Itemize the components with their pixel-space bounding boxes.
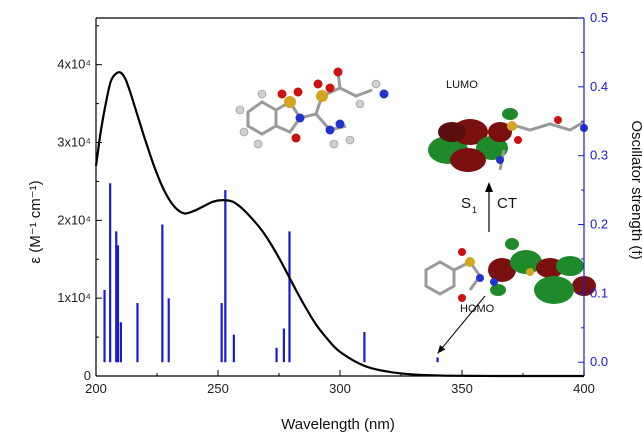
homo-leader-arrow-head — [437, 345, 446, 354]
y-axis-title: ε (M⁻¹ cm⁻¹) — [27, 180, 44, 263]
y-tick-label: 2x10⁴ — [57, 212, 91, 227]
y-tick-label: 1x10⁴ — [57, 290, 91, 305]
y-tick-label: 4x10⁴ — [57, 57, 91, 72]
x-tick-label: 250 — [207, 381, 229, 396]
y-right-ticks: 0.0 0.1 0.2 0.3 0.4 0.5 — [578, 10, 608, 369]
sulfur-atom — [316, 90, 328, 102]
s1-label: S — [461, 195, 471, 212]
ct-arrow-head — [485, 182, 493, 192]
y-right-tick-label: 0.5 — [590, 10, 608, 25]
x-tick-label: 300 — [329, 381, 351, 396]
homo-orbital-picture — [424, 238, 596, 304]
y-right-tick-label: 0.2 — [590, 217, 608, 232]
y-right-tick-label: 0.4 — [590, 79, 608, 94]
molecule-structure-picture — [235, 67, 389, 149]
y-right-tick-label: 0.0 — [590, 354, 608, 369]
absorption-curve — [94, 71, 584, 378]
x-tick-label: 350 — [451, 381, 473, 396]
x-tick-label: 400 — [573, 381, 595, 396]
y-right-axis-title: Oscillator strength (f) — [628, 120, 642, 259]
homo-label: HOMO — [460, 303, 495, 315]
y-right-tick-label: 0.1 — [590, 285, 608, 300]
x-ticks: 200 250 300 350 400 — [85, 370, 595, 396]
s1-subscript: 1 — [472, 205, 477, 215]
sulfur-atom — [284, 96, 296, 108]
x-axis-title: Wavelength (nm) — [281, 416, 395, 432]
x-tick-label: 200 — [85, 381, 107, 396]
axes — [95, 17, 585, 377]
y-tick-label: 3x10⁴ — [57, 135, 91, 150]
oscillator-sticks — [103, 183, 439, 363]
lumo-label: LUMO — [446, 79, 478, 91]
y-ticks: 0 1x10⁴ 2x10⁴ 3x10⁴ 4x10⁴ — [57, 25, 102, 383]
ct-label: CT — [497, 195, 517, 212]
homo-leader-line — [437, 295, 486, 354]
y-right-tick-label: 0.3 — [590, 148, 608, 163]
y-tick-label: 0 — [84, 368, 91, 383]
lumo-orbital-picture — [428, 108, 588, 172]
